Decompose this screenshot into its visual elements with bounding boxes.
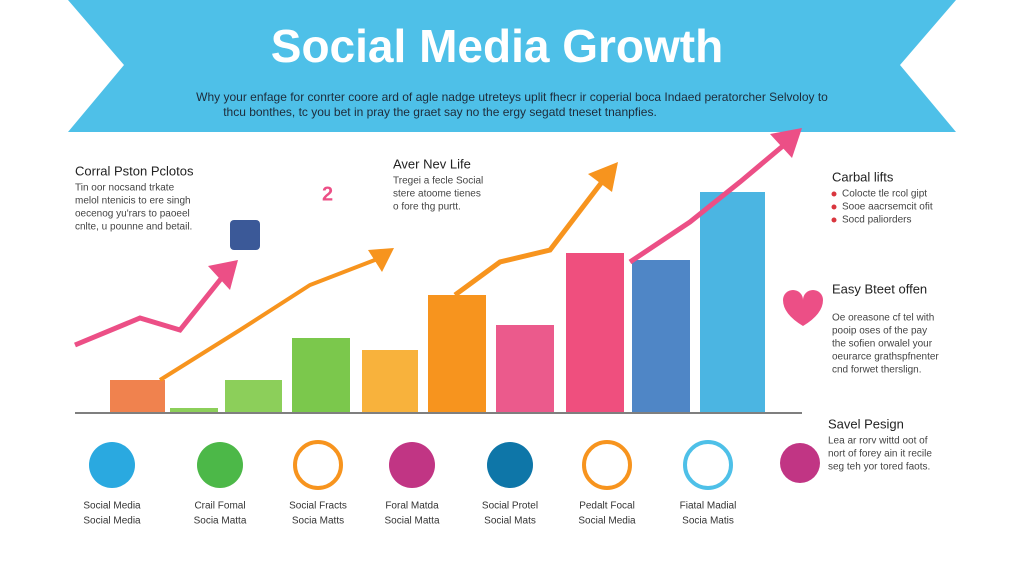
arrow-head [208, 260, 238, 290]
arrow [158, 256, 381, 382]
icon-label: Social Media [578, 516, 636, 527]
social-icon [582, 440, 632, 490]
icon-label: Social Matta [384, 516, 439, 527]
heart-icon [783, 290, 823, 326]
bar [362, 350, 418, 412]
note-line: Socd paliorders [842, 215, 911, 226]
icon-label: Socia Matis [682, 516, 734, 527]
note-line: Sooe aacrsemcit ofit [842, 202, 933, 213]
note-title: Aver Nev Life [393, 156, 471, 171]
bar [428, 295, 486, 412]
icon-label: Pedalt Focal [579, 501, 635, 512]
arrow [74, 268, 230, 348]
note-line: melol ntenicis to ere singh [75, 196, 191, 207]
bar [632, 260, 690, 412]
note-line: Tregei a fecle Social [393, 176, 483, 187]
note-title: Carbal lifts [832, 169, 894, 184]
bar [496, 325, 554, 412]
note-line: stere atoome tienes [393, 189, 481, 200]
note-line: o fore thg purtt. [393, 202, 461, 213]
icon-label: Socia Matts [292, 516, 344, 527]
arrow [453, 176, 607, 298]
bar [170, 408, 218, 412]
social-icon [780, 443, 820, 483]
badge: 2 [322, 183, 333, 205]
bullet [831, 191, 837, 197]
title: Social Media Growth [271, 20, 723, 72]
bullet [831, 217, 837, 223]
note-line: Tin oor nocsand trkate [75, 183, 175, 194]
social-icon [293, 440, 343, 490]
icon-label: Fiatal Madial [680, 501, 737, 512]
bar [700, 192, 765, 412]
icon-label: Foral Matda [385, 501, 439, 512]
icon-label: Social Fracts [289, 501, 347, 512]
note-line: the sofien orwalel your [832, 339, 933, 350]
icon-label: Social Mats [484, 516, 536, 527]
note-line: cnd forwet therslign. [832, 365, 922, 376]
banner [68, 0, 956, 132]
subtitle: thcu bonthes, tc you bet in pray the gra… [223, 105, 657, 119]
note-title: Corral Pston Pclotos [75, 163, 194, 178]
bullet [831, 204, 837, 210]
icon-label: Social Media [83, 501, 141, 512]
arrow-head [588, 162, 618, 192]
note-title: Easy Bteet offen [832, 281, 927, 296]
note-line: seg teh yor tored faots. [828, 462, 930, 473]
social-icon [89, 442, 135, 488]
note-line: Lea ar rorv wittd oot of [828, 436, 928, 447]
bar [292, 338, 350, 412]
social-icon [389, 442, 435, 488]
bar [225, 380, 282, 412]
social-icon [683, 440, 733, 490]
note-line: oecenog yu'rars to paoeel [75, 209, 190, 220]
icon-label: Social Media [83, 516, 141, 527]
note-line: Oe oreasone cf tel with [832, 313, 934, 324]
trend-arrows [74, 128, 802, 382]
icon-label: Social Protel [482, 501, 538, 512]
note-title: Savel Pesign [828, 416, 904, 431]
note-line: Colocte tle rcol gipt [842, 189, 927, 200]
icon-label: Socia Matta [194, 516, 247, 527]
note-line: cnlte, u pounne and betail. [75, 222, 192, 233]
facebook-icon [230, 220, 260, 250]
note-line: oeurarce grathspfnenter [832, 352, 939, 363]
bar [566, 253, 624, 412]
subtitle: Why your enfage for conrter coore ard of… [196, 90, 828, 104]
arrow [628, 138, 792, 265]
arrow-head [368, 248, 394, 272]
note-line: nort of forey ain it recile [828, 449, 932, 460]
social-icon [487, 442, 533, 488]
note-line: pooip oses of the pay [832, 326, 927, 337]
social-icon [197, 442, 243, 488]
icon-label: Crail Fomal [194, 501, 245, 512]
arrow-head [770, 128, 802, 158]
bar [110, 380, 165, 412]
